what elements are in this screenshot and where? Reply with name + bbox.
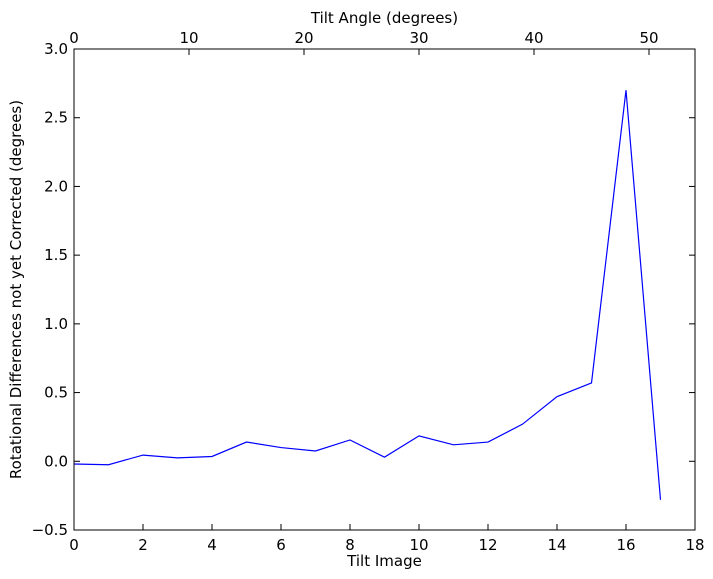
y-tick-label: −0.5	[32, 521, 68, 539]
x-tick-label: 16	[616, 536, 635, 554]
x-tick-label: 4	[207, 536, 217, 554]
x-tick-label: 0	[69, 536, 79, 554]
x2-tick-label: 0	[69, 29, 79, 47]
x-tick-label: 2	[138, 536, 148, 554]
ticks-layer	[73, 48, 696, 531]
x2-tick-label: 10	[179, 29, 198, 47]
y-tick-label: 0.5	[44, 384, 68, 402]
y-axis-title: Rotational Differences not yet Corrected…	[7, 100, 25, 479]
x-tick-label: 10	[409, 536, 428, 554]
y-tick-label: 0.0	[44, 452, 68, 470]
x2-tick-label: 20	[294, 29, 313, 47]
top-axis-title: Tilt Angle (degrees)	[310, 9, 458, 27]
y-tick-label: 2.5	[44, 109, 68, 127]
x-axis-title: Tilt Image	[346, 552, 422, 570]
labels-layer: 0 2 4 6 8 10 12 14 16 18 0 10 20 30 40 50 −0.5 0.0 0.5 1.0 1…	[32, 29, 705, 554]
x2-tick-label: 30	[409, 29, 428, 47]
x-tick-label: 12	[478, 536, 497, 554]
plot-frame	[73, 48, 696, 531]
x-tick-label: 8	[345, 536, 355, 554]
x2-tick-label: 50	[639, 29, 658, 47]
y-tick-label: 1.0	[44, 315, 68, 333]
x2-tick-label: 40	[524, 29, 543, 47]
y-tick-label: 3.0	[44, 40, 68, 58]
y-tick-label: 1.5	[44, 246, 68, 264]
y-tick-label: 2.0	[44, 177, 68, 195]
x-tick-label: 6	[276, 536, 286, 554]
series-layer	[73, 90, 662, 500]
series-line	[73, 90, 662, 500]
x-tick-label: 18	[685, 536, 704, 554]
x-tick-label: 14	[547, 536, 566, 554]
